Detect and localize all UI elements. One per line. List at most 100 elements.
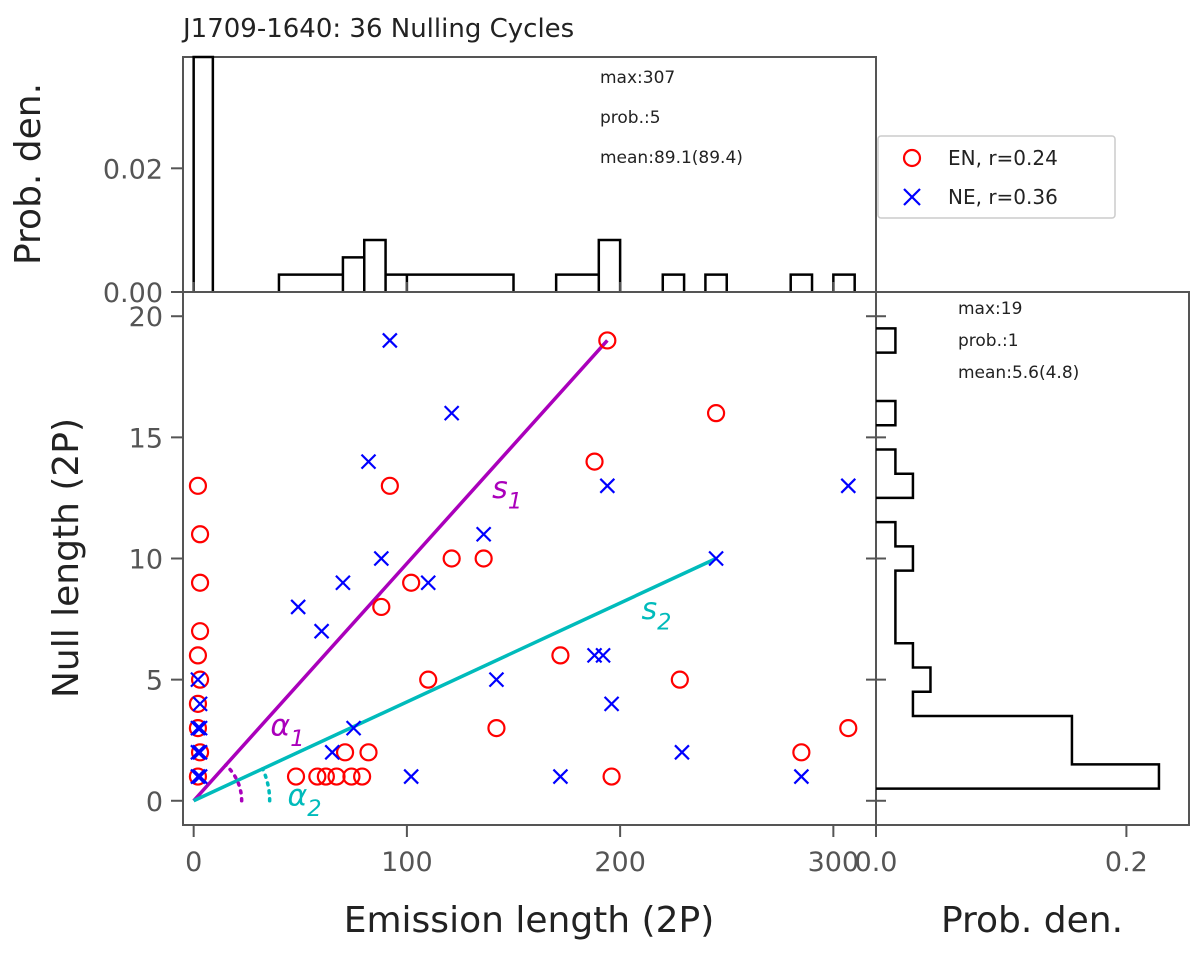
- point-en: [487, 718, 506, 738]
- x-stroke: [324, 744, 341, 761]
- x-stroke: [708, 550, 724, 567]
- point-ne: [603, 696, 620, 712]
- fit-line-label-s2: s2: [641, 592, 671, 636]
- x-stroke: [793, 768, 810, 785]
- top-histogram-frame: [182, 56, 877, 293]
- point-ne: [192, 768, 208, 785]
- point-en: [419, 670, 438, 689]
- legend-ne-label: NE, r=0.36: [948, 185, 1058, 209]
- point-ne: [599, 478, 616, 494]
- x-stroke: [313, 623, 330, 639]
- x-stroke: [403, 768, 419, 785]
- y-tick-label: 0: [146, 787, 163, 818]
- x-stroke: [360, 453, 377, 470]
- top-stat-max: max:307: [600, 68, 675, 88]
- point-en: [308, 767, 327, 786]
- top-histogram-y-axis: 0.00 0.02: [103, 154, 835, 309]
- point-en: [706, 404, 726, 423]
- y-tick-label: 15: [129, 423, 163, 454]
- point-ne: [190, 671, 206, 688]
- top-histogram-ylabel: Prob. den.: [8, 83, 49, 265]
- x-stroke: [595, 647, 611, 664]
- right-x-tick-label: 0.0: [855, 847, 898, 878]
- point-en: [402, 573, 421, 592]
- point-ne: [488, 671, 505, 688]
- point-ne: [190, 720, 206, 736]
- scatter-ylabel: Null length (2P): [46, 418, 87, 698]
- point-ne: [313, 623, 330, 639]
- x-tick-label: 0: [185, 847, 202, 878]
- point-en: [372, 597, 391, 617]
- point-en: [190, 525, 210, 544]
- point-ne: [190, 768, 206, 785]
- right-histogram-panel: 0.0 0.2 Prob. den. max:19 prob.:1 mean:5.…: [855, 291, 1190, 941]
- point-ne: [443, 405, 460, 421]
- point-en: [792, 743, 811, 762]
- right-histogram-x-axis: 0.0 0.2: [855, 315, 1148, 878]
- point-ne: [192, 696, 208, 712]
- point-ne: [840, 478, 857, 494]
- x-tick-label: 200: [594, 847, 646, 878]
- y-tick-label: 5: [146, 666, 163, 697]
- point-en: [602, 767, 621, 786]
- x-stroke: [190, 720, 206, 736]
- point-en: [316, 767, 335, 786]
- top-y-tick-label: 0.02: [103, 154, 163, 185]
- scatter-points: [188, 331, 858, 786]
- angle-label-s1: α1: [270, 708, 304, 752]
- x-stroke: [192, 744, 208, 761]
- x-stroke: [603, 696, 620, 712]
- point-ne: [475, 526, 492, 543]
- point-en: [188, 476, 208, 495]
- legend-en-label: EN, r=0.24: [948, 146, 1058, 170]
- point-en: [327, 767, 346, 786]
- x-stroke: [840, 478, 857, 494]
- chart-title: J1709-1640: 36 Nulling Cycles: [181, 14, 574, 44]
- x-stroke: [192, 696, 208, 712]
- x-stroke: [345, 720, 362, 736]
- point-en: [839, 718, 858, 738]
- point-en: [335, 743, 355, 762]
- fit-line-s2: [192, 556, 717, 803]
- point-en: [286, 767, 306, 786]
- x-stroke: [373, 550, 390, 567]
- right-histogram-bars: [876, 327, 1161, 790]
- point-en: [190, 670, 210, 689]
- scatter-x-axis: 0 100 200 300: [185, 825, 859, 878]
- point-en: [190, 622, 210, 641]
- point-ne: [192, 744, 208, 761]
- x-stroke: [674, 744, 690, 761]
- point-ne: [708, 550, 724, 567]
- scatter-frame: [182, 291, 877, 826]
- x-stroke: [475, 526, 492, 543]
- legend: EN, r=0.24 NE, r=0.36: [877, 135, 1116, 219]
- point-ne: [324, 744, 341, 761]
- point-ne: [192, 720, 208, 736]
- x-stroke: [443, 405, 460, 421]
- angle-arc-s2: [260, 767, 272, 803]
- point-ne: [674, 744, 690, 761]
- right-histogram-xlabel: Prob. den.: [941, 900, 1123, 941]
- x-stroke: [190, 671, 206, 688]
- point-ne: [345, 720, 362, 736]
- scatter-y-axis: 0 5 10 15 20: [129, 302, 876, 818]
- scatter-xlabel: Emission length (2P): [344, 900, 715, 941]
- point-en: [188, 718, 208, 738]
- point-ne: [373, 550, 390, 567]
- fit-line-label-s1: s1: [492, 471, 522, 515]
- x-stroke: [420, 574, 436, 591]
- point-ne: [552, 768, 569, 785]
- x-stroke: [190, 768, 206, 785]
- legend-en-marker: [902, 148, 922, 168]
- x-tick-label: 100: [381, 847, 433, 878]
- point-ne: [290, 599, 306, 615]
- point-en: [585, 452, 604, 471]
- legend-ne-marker: [903, 188, 921, 206]
- y-tick-label: 20: [129, 302, 163, 333]
- point-ne: [360, 453, 377, 470]
- fit-line-s1: [192, 339, 609, 802]
- top-histogram-panel: 0.00 0.02 Prob. den. max:307 prob.:5 mean…: [8, 55, 877, 309]
- point-en: [551, 646, 570, 665]
